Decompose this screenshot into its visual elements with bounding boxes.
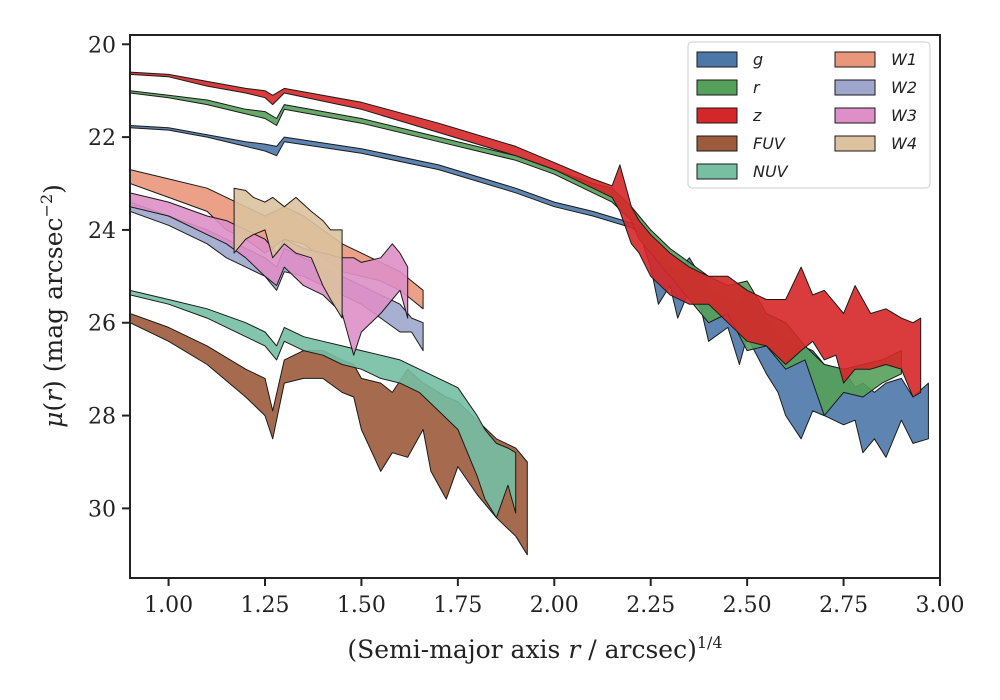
legend-swatch-w3 <box>834 107 876 124</box>
legend-swatch-r <box>696 79 738 96</box>
legend-swatch-nuv <box>696 163 738 180</box>
y-axis-label: μ(r) (mag arcsec−2) <box>37 184 68 428</box>
y-tick-label: 26 <box>88 312 116 337</box>
legend-swatch-fuv <box>696 135 738 152</box>
x-tick-label: 3.00 <box>916 593 965 618</box>
legend-label-w3: W3 <box>891 106 917 125</box>
x-tick-label: 2.25 <box>626 593 675 618</box>
legend-swatch-w1 <box>834 51 876 68</box>
x-tick-label: 2.50 <box>723 593 772 618</box>
legend-label-nuv: NUV <box>753 162 789 181</box>
x-tick-label: 1.25 <box>241 593 290 618</box>
axes: 1.00 1.25 1.50 1.75 2.00 2.25 2.50 2.75 3.00 20 22… <box>88 33 964 618</box>
legend: grz FUV NUV W1 W2 W3 W4 <box>687 41 931 189</box>
legend-swatch-w2 <box>834 79 876 96</box>
legend-label-w4: W4 <box>891 134 917 153</box>
y-tick-label: 22 <box>88 126 116 151</box>
y-tick-label: 24 <box>88 219 116 244</box>
series-band-z <box>130 71 922 398</box>
legend-label-r: r <box>753 78 761 97</box>
series-band-nuv <box>130 289 517 519</box>
legend-swatch-w4 <box>834 135 876 152</box>
legend-label-g: g <box>753 50 763 69</box>
x-tick-label: 1.75 <box>433 593 482 618</box>
y-tick-label: 28 <box>88 405 116 430</box>
legend-label-z: z <box>752 106 762 125</box>
legend-label-fuv: FUV <box>753 134 786 153</box>
x-tick-label: 2.00 <box>530 593 579 618</box>
x-tick-label: 1.00 <box>144 593 193 618</box>
plot-frame <box>129 34 941 579</box>
series-band-w4 <box>233 187 343 319</box>
legend-swatch-g <box>696 51 738 68</box>
x-axis-label: (Semi-major axis r / arcsec)1/4 <box>347 633 722 664</box>
legend-label-w1: W1 <box>891 50 917 69</box>
y-tick-label: 20 <box>88 33 116 58</box>
legend-label-w2: W2 <box>891 78 917 97</box>
legend-swatch-z <box>696 107 738 124</box>
series-areas <box>130 71 929 556</box>
x-tick-label: 2.75 <box>819 593 868 618</box>
y-tick-label: 30 <box>88 497 116 522</box>
x-tick-label: 1.50 <box>337 593 386 618</box>
